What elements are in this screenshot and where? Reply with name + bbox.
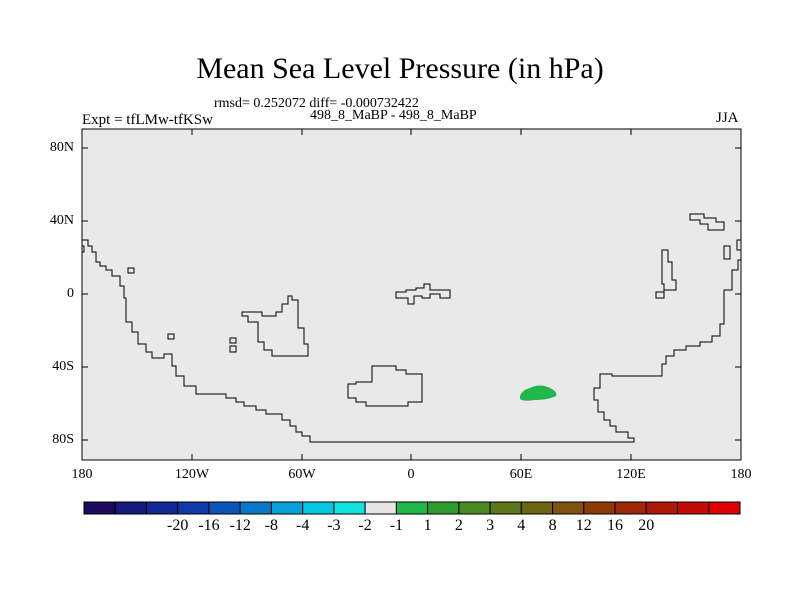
lon-tick-label: 0 — [407, 467, 415, 482]
lon-tick-label: 120W — [174, 467, 210, 482]
lon-tick-label: 60W — [288, 467, 316, 482]
colorbar-swatch — [83, 501, 116, 515]
lon-tick-label: 60E — [509, 467, 533, 482]
lon-tick-label: 180 — [730, 467, 752, 482]
colorbar-swatch — [395, 501, 429, 515]
lat-tick-label: 40N — [49, 213, 74, 228]
colorbar-tick-label: 1 — [423, 517, 432, 534]
colorbar-tick-label: -20 — [167, 517, 189, 534]
lat-tick-label: 80N — [49, 140, 74, 155]
continent-outlines — [82, 213, 741, 443]
stats-line: rmsd= 0.252072 diff= -0.000732422 — [214, 96, 419, 111]
colorbar-swatch — [427, 501, 460, 515]
colorbar-swatch — [177, 501, 210, 515]
colorbar-tick-label: -2 — [358, 517, 372, 534]
colorbar-swatch — [114, 501, 147, 515]
colorbar-tick-label: 3 — [486, 517, 495, 534]
colorbar-swatch — [458, 501, 491, 515]
axis-ticks — [82, 129, 741, 460]
colorbar-tick-label: 2 — [454, 517, 463, 534]
colorbar-swatch — [145, 501, 179, 515]
colorbar-tick-label: 4 — [517, 517, 526, 534]
colorbar-swatch — [552, 501, 585, 515]
season-label: JJA — [716, 110, 739, 126]
lat-tick-label: 40S — [52, 359, 74, 374]
colorbar-tick-label: 16 — [607, 517, 623, 534]
map-background — [82, 129, 741, 460]
colorbar-tick-label: -8 — [264, 517, 279, 534]
lon-tick-label: 180 — [71, 467, 93, 482]
colorbar-swatch — [333, 501, 366, 515]
colorbar-swatch — [708, 501, 741, 515]
lat-tick-label: 80S — [52, 432, 74, 447]
lon-tick-label: 120E — [616, 467, 646, 482]
colorbar-tick-label: 8 — [548, 517, 557, 534]
colorbar-tick-label: 20 — [638, 517, 655, 534]
colorbar-tick-label: -3 — [327, 517, 341, 534]
colorbar-swatch — [302, 501, 335, 515]
colorbar-tick-label: -4 — [296, 517, 310, 534]
anomaly-patch — [520, 385, 557, 401]
colorbar-swatch — [208, 501, 241, 515]
colorbar-swatch — [489, 501, 522, 515]
colorbar-swatch — [270, 501, 304, 515]
colorbar-tick-label: -1 — [389, 517, 404, 534]
case-line: 498_8_MaBP - 498_8_MaBP — [310, 108, 477, 123]
colorbar-swatch — [645, 501, 679, 515]
experiment-label: Expt = tfLMw-tfKSw — [82, 112, 213, 128]
colorbar-tick-label: -16 — [198, 517, 220, 534]
colorbar-swatch — [677, 501, 710, 515]
lat-tick-label: 0 — [67, 286, 74, 301]
colorbar-tick-label: 12 — [575, 517, 592, 534]
colorbar-swatch — [583, 501, 616, 515]
colorbar-swatch — [239, 501, 272, 515]
colorbar-swatch — [364, 501, 397, 515]
colorbar-tick-label: -12 — [229, 517, 251, 534]
colorbar — [83, 501, 741, 515]
colorbar-swatch — [520, 501, 554, 515]
colorbar-swatch — [614, 501, 647, 515]
plot-title: Mean Sea Level Pressure (in hPa) — [196, 52, 604, 85]
